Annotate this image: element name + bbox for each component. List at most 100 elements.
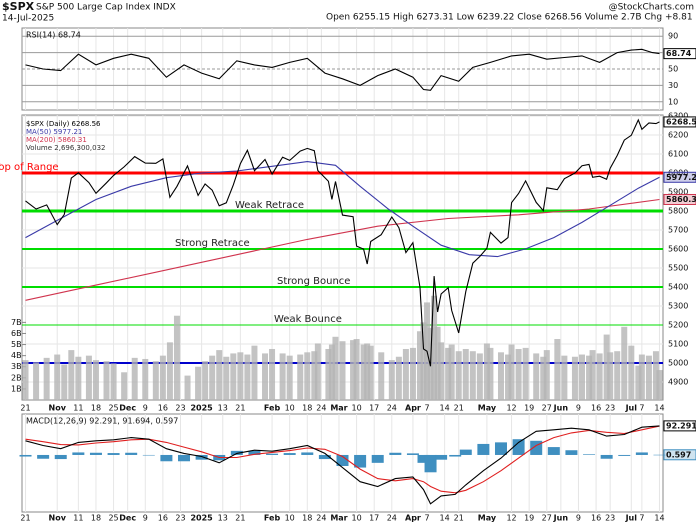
y-tick-label: 5800: [668, 206, 688, 215]
y-tick-label: 5100: [668, 339, 688, 348]
volume-bar: [431, 295, 438, 400]
panel-title: MACD(12,26,9) 92.291, 91.694, 0.597: [26, 417, 178, 426]
value-tag: 5860.31: [666, 195, 696, 204]
value-tag-box: [663, 116, 696, 128]
x-tick-label: 21: [235, 404, 245, 413]
value-tag: 5977.21: [666, 173, 696, 182]
x-tick-label: 10: [285, 404, 295, 413]
volume-bar: [131, 357, 138, 400]
volume-bar: [603, 334, 610, 400]
x-tick-label: 9: [576, 514, 581, 523]
histogram-bar: [178, 454, 191, 462]
volume-bar: [561, 355, 568, 400]
histogram-bar: [160, 454, 173, 462]
x-tick-label: 21: [235, 514, 245, 523]
volume-bar: [515, 348, 522, 400]
value-tag-box: [663, 420, 696, 432]
volume-bar: [416, 331, 423, 400]
volume-bar: [505, 354, 512, 400]
x-tick-label: 7: [424, 514, 429, 523]
y-tick-label: 6100: [668, 149, 688, 158]
volume-bar: [448, 344, 455, 400]
value-tag: 0.597: [666, 450, 691, 459]
y2-tick-label: 2B: [11, 373, 22, 382]
histogram-bar: [89, 452, 102, 455]
x-tick-label: 14: [440, 404, 450, 413]
x-tick-label: 23: [605, 404, 615, 413]
volume-bar: [635, 365, 642, 400]
volume-bar: [540, 356, 547, 400]
histogram-bar: [449, 454, 462, 457]
volume-bar: [469, 351, 476, 400]
histogram-bar: [266, 453, 279, 455]
histogram-bar: [371, 454, 384, 463]
volume-bar: [286, 355, 293, 400]
histogram-bar: [354, 454, 367, 468]
panel-title: RSI(14) 68.74: [26, 31, 81, 40]
volume-bar: [332, 336, 339, 400]
x-tick-label: 24: [316, 404, 326, 413]
x-tick-label: 24: [387, 404, 397, 413]
x-tick-label: 21: [454, 514, 464, 523]
x-tick-label: 14: [654, 404, 664, 413]
x-tick-label: 18: [302, 514, 312, 523]
level-label: Top of Range: [0, 162, 59, 173]
x-tick-label: 18: [302, 404, 312, 413]
histogram-bar: [477, 443, 490, 455]
volume-bar: [621, 326, 628, 400]
histogram-bar: [583, 454, 596, 455]
volume-bar: [483, 343, 490, 400]
volume-bar: [68, 350, 75, 400]
y-tick-label: 5600: [668, 244, 688, 253]
x-tick-label: 7: [639, 514, 644, 523]
y2-tick-label: 1B: [11, 384, 22, 393]
y-tick-label: 5200: [668, 320, 688, 329]
volume-bar: [43, 357, 50, 400]
volume-bar: [533, 353, 540, 400]
histogram-bar: [107, 453, 120, 455]
volume-bar: [209, 355, 216, 400]
x-tick-label: Apr: [405, 514, 421, 523]
volume-bar: [33, 362, 40, 400]
x-tick-label: 11: [73, 404, 83, 413]
x-tick-label: 14: [440, 514, 450, 523]
value-tag: 6268.56: [666, 117, 696, 126]
volume-bar: [328, 344, 335, 400]
volume-bar: [497, 352, 504, 400]
series-line: [25, 48, 660, 91]
x-tick-label: 12: [506, 514, 516, 523]
volume-bar: [184, 375, 191, 400]
x-tick-label: 10: [351, 514, 361, 523]
y2-tick-label: 4B: [11, 351, 22, 360]
y-tick-label: 6300: [668, 111, 688, 120]
volume-bar: [438, 342, 445, 400]
x-tick-label: 13: [218, 404, 228, 413]
y-tick-label: 5000: [668, 358, 688, 367]
chart-date: 14-Jul-2025: [2, 14, 54, 24]
histogram-bar: [19, 454, 32, 457]
volume-bar: [92, 360, 99, 400]
histogram-bar: [653, 454, 666, 456]
histogram-bar: [459, 449, 472, 455]
x-tick-label: Mar: [330, 514, 347, 523]
volume-bar: [571, 356, 578, 400]
volume-bar: [152, 361, 159, 400]
volume-bar: [360, 344, 367, 400]
x-tick-label: 24: [387, 514, 397, 523]
x-tick-label: 9: [576, 404, 581, 413]
symbol: $SPX: [2, 0, 35, 13]
quote: Open 6255.15 High 6273.31 Low 6239.22 Cl…: [326, 13, 696, 23]
y-tick-label: 5900: [668, 187, 688, 196]
series-line: [25, 198, 660, 301]
volume-bar: [325, 348, 332, 400]
histogram-bar: [142, 454, 155, 456]
volume-bar: [628, 345, 635, 400]
x-tick-label: 25: [108, 404, 118, 413]
volume-bar: [339, 341, 346, 400]
x-tick-label: 2025: [190, 514, 213, 523]
x-tick-label: 19: [524, 404, 534, 413]
x-tick-label: 9: [143, 514, 148, 523]
value-tag-box: [663, 48, 696, 60]
legend-entry: MA(200) 5860.31: [26, 136, 87, 144]
source: @StockCharts.com: [609, 3, 694, 13]
